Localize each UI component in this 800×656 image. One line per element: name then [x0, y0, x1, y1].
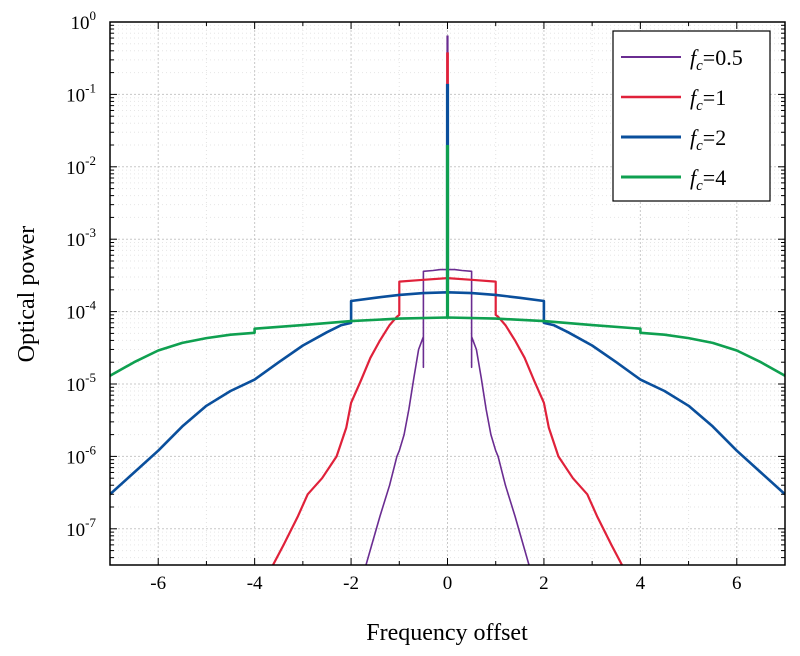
- x-axis-title: Frequency offset: [366, 620, 528, 646]
- y-tick-labels: 100 10-1 10-2 10-3 10-4 10-5 10-6 10-7: [66, 8, 96, 541]
- x-tick-label: -2: [343, 573, 359, 594]
- y-axis-title: Optical power: [14, 226, 40, 363]
- legend: fc=0.5 fc=1 fc=2 fc=4: [612, 30, 771, 202]
- y-tick-label: 10-3: [66, 225, 96, 251]
- y-tick-label: 10-6: [66, 442, 96, 468]
- legend-label-0: fc=0.5: [690, 45, 743, 74]
- legend-label-2: fc=2: [690, 125, 726, 154]
- axis-ticks: [109, 21, 786, 565]
- series-layer: [110, 35, 785, 565]
- y-tick-label: 10-2: [66, 153, 96, 179]
- legend-box: [612, 30, 771, 202]
- x-tick-label: 0: [443, 573, 453, 594]
- y-tick-label: 10-7: [66, 515, 96, 541]
- y-tick-label: 10-1: [66, 80, 96, 106]
- y-tick-label: 10-5: [66, 370, 96, 396]
- series-line-3: [110, 316, 785, 377]
- legend-label-1: fc=1: [690, 85, 726, 114]
- legend-label-3: fc=4: [690, 165, 726, 194]
- y-tick-label: 100: [71, 8, 97, 34]
- x-tick-label: -6: [150, 573, 166, 594]
- x-tick-label: -4: [247, 573, 263, 594]
- y-tick-label: 10-4: [66, 298, 96, 324]
- grid-lines: [109, 21, 786, 565]
- x-tick-labels: -6 -4 -2 0 2 4 6: [150, 573, 741, 594]
- x-tick-label: 2: [539, 573, 549, 594]
- x-tick-label: 6: [732, 573, 742, 594]
- x-tick-label: 4: [636, 573, 646, 594]
